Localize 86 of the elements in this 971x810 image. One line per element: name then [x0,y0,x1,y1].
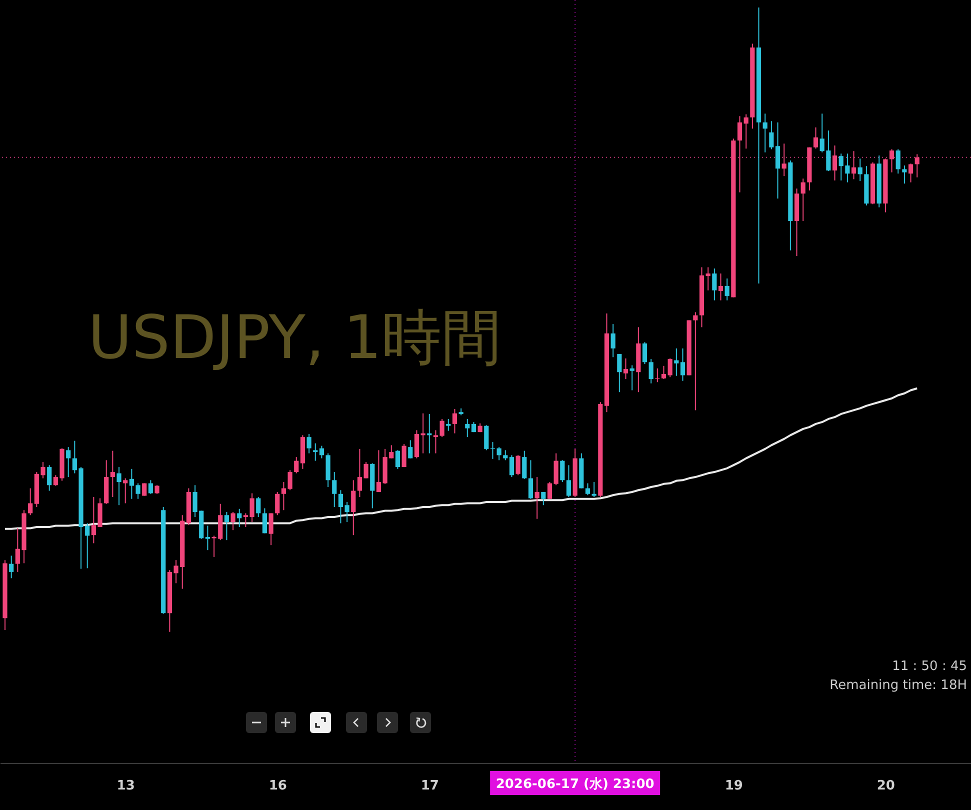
candlestick [623,358,628,380]
x-tick-label: 20 [876,778,895,794]
candlestick [484,424,489,451]
candlestick [674,348,679,376]
x-tick-label: 19 [724,778,743,794]
candlestick [889,148,894,173]
candlestick [769,120,774,150]
candlestick [851,150,856,180]
candlestick [509,454,514,478]
candlestick [408,440,413,459]
candlestick [566,464,572,498]
candlestick [123,478,128,504]
candlestick [66,446,71,478]
x-tick-label: 13 [116,778,135,794]
candlestick [28,488,33,516]
candlestick [896,148,900,174]
candlestick [313,442,318,462]
candlestick [503,450,508,461]
candlestick [522,450,527,480]
candlestick [775,122,780,200]
candlestick [908,163,914,183]
candlestick [262,508,267,534]
candlestick [642,342,648,365]
candlestick [724,278,730,301]
candlestick [737,116,742,193]
text: Remaining time: 18H [830,678,967,693]
candlestick [465,418,470,438]
candlestick [319,445,324,459]
candlestick [902,164,907,184]
candlestick [256,496,261,518]
candlestick [516,454,520,476]
candlestick [332,472,337,508]
candlestick [712,268,717,301]
candlestick [142,482,147,496]
candlestick [554,452,558,486]
candlestick [9,555,14,579]
candlestick [560,460,565,483]
candlestick [630,364,634,391]
candlestick [224,511,229,541]
candlestick [782,143,786,177]
candlestick [858,158,862,182]
candlestick [116,466,122,506]
candlestick [914,154,920,178]
candlestick [648,358,654,384]
candlestick [832,144,838,181]
candlestick [395,450,400,470]
candlestick [268,512,274,546]
candlestick [592,482,596,498]
candlestick [762,113,768,153]
candlestick [294,456,299,474]
candlestick [706,266,710,291]
candlestick [547,482,552,500]
candlestick [47,464,52,492]
candlestick [718,272,724,301]
candlestick [496,446,502,461]
x-tick-label: 2026-06-17 (水) 23:00 [496,777,654,792]
x-tick-label: 17 [420,778,439,794]
candlestick [528,460,534,500]
candlestick [534,476,540,520]
candlestick [452,408,458,434]
candlestick [610,324,616,358]
x-tick-label: 16 [268,778,287,794]
candlestick [230,511,236,531]
candlestick [585,482,590,496]
candlestick [813,126,818,150]
candlestick [433,430,438,454]
candlestick [110,450,115,498]
candlestick [661,365,666,380]
candlestick [275,492,280,516]
candlestick [205,525,210,551]
candlestick [680,348,686,382]
candlestick [617,354,622,393]
candlestick [744,114,748,150]
candlestick [446,418,451,432]
text: USDJPY, 1時間 [88,303,502,373]
candlestick [668,358,672,378]
candlestick [800,178,806,222]
candlestick [541,492,546,506]
candlestick [440,418,444,438]
candlestick [237,508,242,528]
candlestick [402,443,406,468]
candlestick [693,312,698,411]
candlestick [148,480,153,494]
candlestick [351,480,356,536]
candlestick [306,433,312,454]
text: 11 : 50 : 45 [892,659,967,674]
